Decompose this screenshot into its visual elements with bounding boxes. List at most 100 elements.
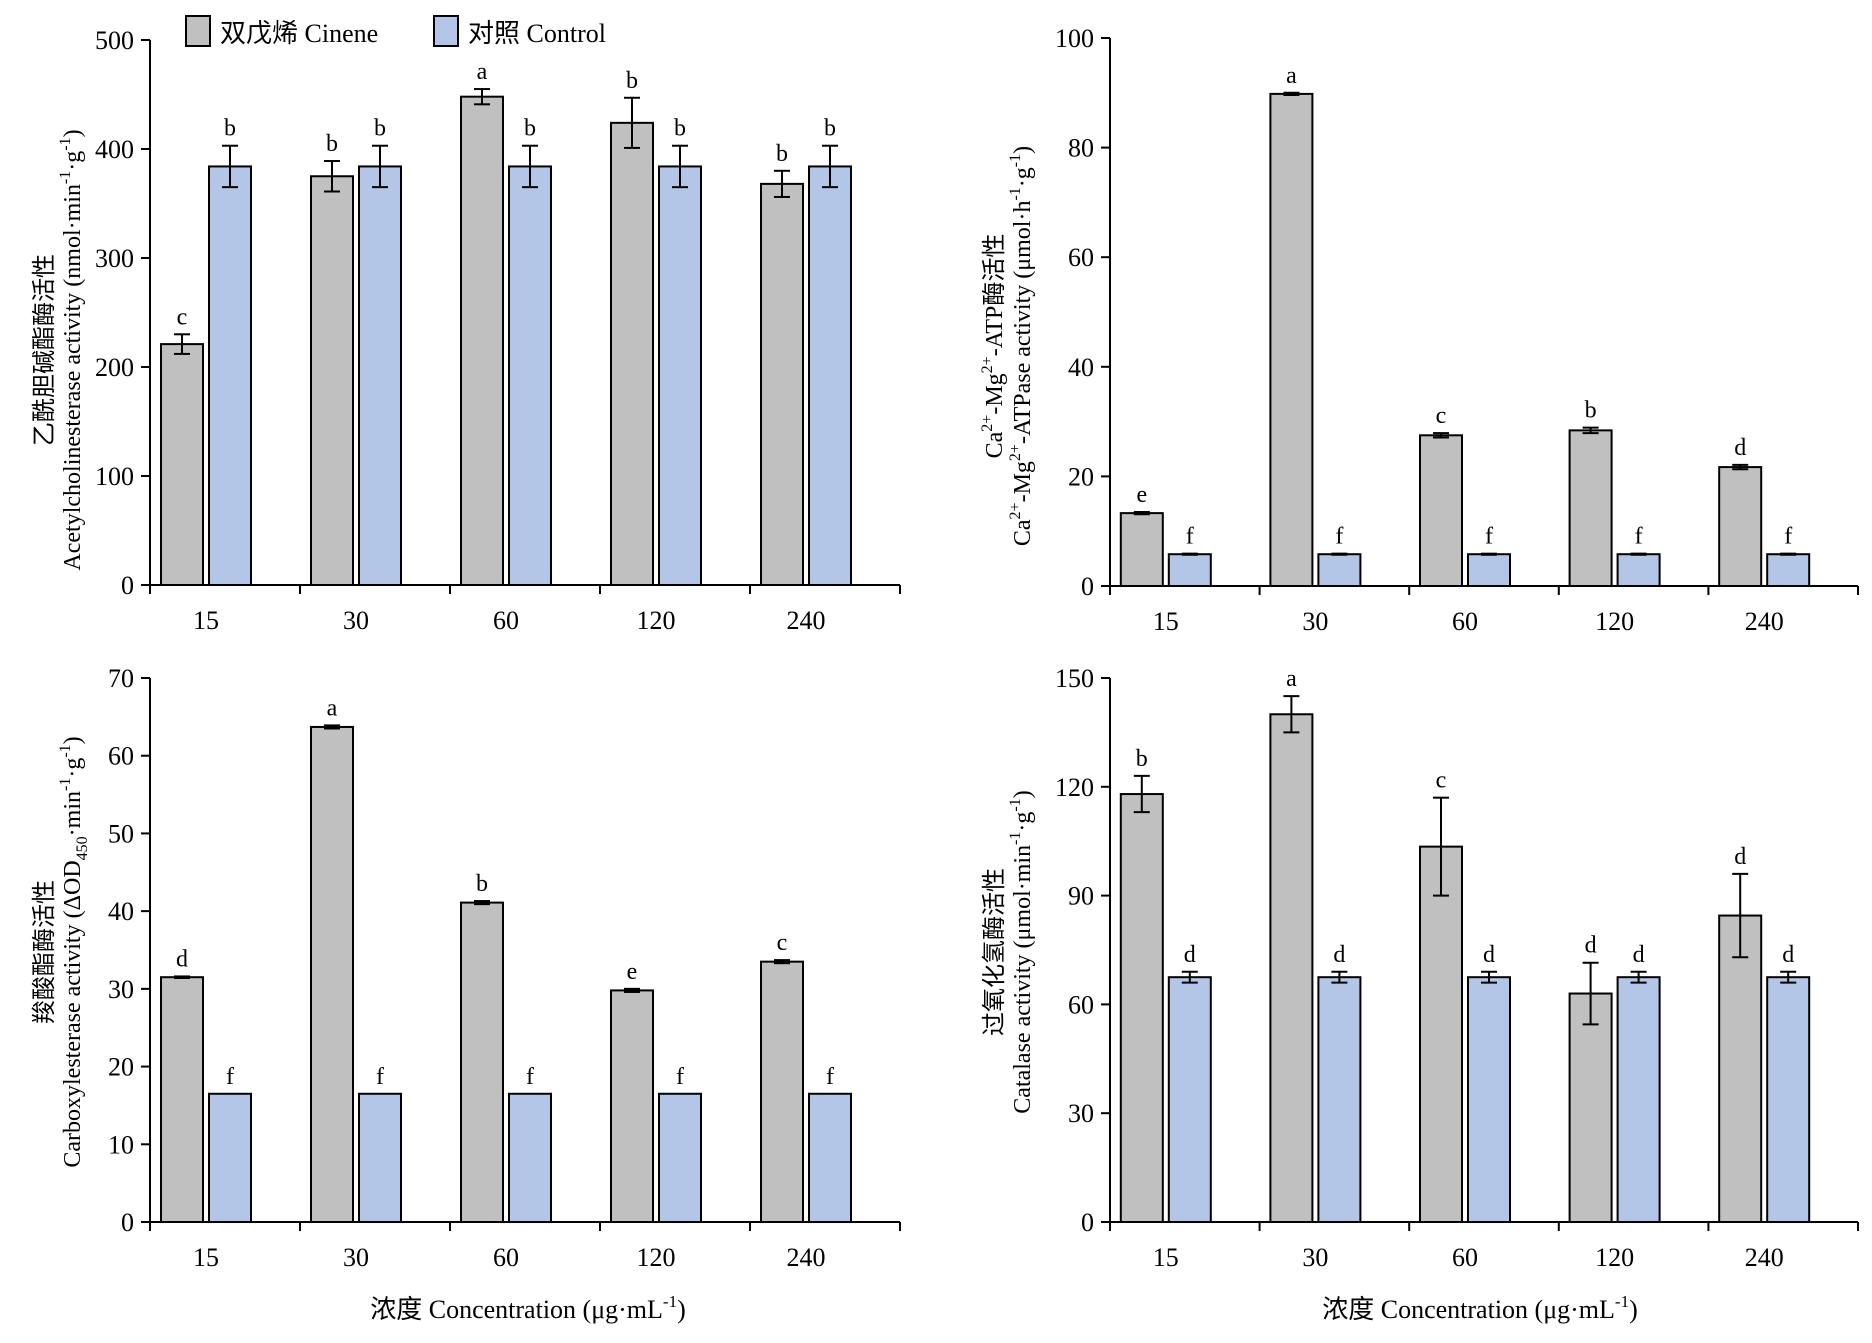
y-tick-label: 0	[1081, 572, 1094, 601]
x-tick-label: 120	[637, 1243, 676, 1272]
y-tick-label: 90	[1068, 882, 1094, 911]
significance-letter: d	[1333, 942, 1345, 968]
significance-letter: f	[376, 1064, 384, 1090]
ylabel-atpase-line2: Ca2+-Mg2+-ATPase activity (μmol·h-1·g-1)	[1007, 146, 1036, 546]
x-tick-label: 120	[1595, 1243, 1634, 1272]
x-tick-label: 30	[1302, 607, 1328, 636]
significance-letter: b	[524, 116, 536, 142]
y-tick-label: 0	[121, 571, 134, 600]
bar-cinene	[160, 343, 204, 586]
bar-control	[1467, 553, 1511, 588]
y-tick-label: 50	[108, 819, 134, 848]
significance-letter: c	[177, 304, 188, 330]
significance-letter: f	[526, 1064, 534, 1090]
significance-letter: a	[1286, 63, 1297, 89]
bar-control	[1317, 976, 1362, 1224]
ylabel-catalase: 过氧化氢酶活性 Catalase activity (μmol·min-1·g-…	[981, 790, 1036, 1113]
significance-letter: b	[326, 131, 338, 157]
bar-cinene	[1718, 466, 1763, 588]
bar-control	[658, 165, 702, 586]
bar-control	[808, 1092, 852, 1224]
y-tick-label: 80	[1068, 134, 1094, 163]
x-tick-label: 60	[1452, 1243, 1478, 1272]
bar-cinene	[160, 976, 204, 1224]
bar-cinene	[1269, 713, 1314, 1223]
y-tick-label: 500	[95, 26, 134, 55]
panel-catalase: 0 30 60 90 120 150 15 b d 30 a d 60 c d 120 d d 240 d d	[1055, 664, 1859, 1272]
bar-cinene	[310, 725, 354, 1224]
significance-letter: b	[776, 141, 788, 167]
bar-cinene	[460, 901, 504, 1223]
significance-letter: c	[1436, 403, 1447, 429]
ylabel-ache-en: Acetylcholinesterase activity (nmol·min-…	[57, 129, 86, 570]
bar-cinene	[460, 95, 504, 587]
x-tick-label: 240	[1745, 1243, 1784, 1272]
significance-letter: f	[676, 1064, 684, 1090]
significance-letter: b	[824, 116, 836, 142]
bar-cinene	[610, 989, 654, 1224]
bar-control	[1766, 976, 1811, 1224]
y-tick-label: 30	[1068, 1099, 1094, 1128]
y-tick-label: 150	[1055, 664, 1094, 693]
legend: 双戊烯 Cinene 对照 Control	[185, 15, 606, 48]
y-tick-label: 100	[95, 462, 134, 491]
significance-letter: b	[626, 68, 638, 94]
significance-letter: f	[1186, 524, 1194, 550]
ylabel-atpase: Ca2+-Mg2+-ATP酶活性 Ca2+-Mg2+-ATPase activi…	[979, 146, 1036, 546]
bar-control	[808, 165, 852, 586]
significance-letter: d	[1782, 942, 1794, 968]
bar-cinene	[760, 182, 804, 586]
significance-letter: f	[1635, 524, 1643, 550]
bar-control	[208, 1092, 252, 1224]
ylabel-acetylcholinesterase: 乙酰胆碱酯酶活性 Acetylcholinesterase activity (…	[31, 129, 86, 570]
ylabel-care-en: Carboxylesterase activity (ΔOD450·min-1·…	[57, 736, 91, 1167]
x-tick-label: 30	[343, 1243, 369, 1272]
significance-letter: f	[1485, 524, 1493, 550]
xlabel-left: 浓度 Concentration (μg·mL-1)	[370, 1292, 686, 1324]
y-tick-label: 40	[1068, 353, 1094, 382]
bar-control	[208, 165, 252, 586]
bar-cinene	[1419, 845, 1463, 1223]
y-tick-label: 100	[1055, 24, 1094, 53]
bar-control	[1616, 553, 1661, 588]
y-tick-label: 40	[108, 897, 134, 926]
x-tick-label: 240	[787, 606, 826, 635]
legend-label-cinene: 双戊烯 Cinene	[220, 19, 378, 48]
significance-letter: b	[1585, 398, 1597, 424]
significance-letter: d	[1184, 942, 1196, 968]
significance-letter: d	[1633, 942, 1645, 968]
y-tick-label: 120	[1055, 773, 1094, 802]
x-tick-label: 15	[193, 1243, 219, 1272]
significance-letter: f	[226, 1064, 234, 1090]
bar-cinene	[1269, 92, 1314, 588]
bar-cinene	[1568, 992, 1613, 1224]
significance-letter: e	[627, 959, 638, 985]
y-tick-label: 10	[108, 1130, 134, 1159]
y-tick-label: 60	[108, 742, 134, 771]
x-tick-label: 15	[193, 606, 219, 635]
y-tick-label: 0	[121, 1208, 134, 1237]
y-tick-label: 20	[1068, 462, 1094, 491]
xlabel-right: 浓度 Concentration (μg·mL-1)	[1322, 1292, 1638, 1324]
bar-cinene	[1419, 434, 1463, 587]
significance-letter: b	[224, 116, 236, 142]
x-tick-label: 60	[493, 1243, 519, 1272]
significance-letter: d	[1585, 933, 1597, 959]
y-tick-label: 20	[108, 1053, 134, 1082]
bar-control	[1167, 553, 1212, 588]
ylabel-ache-cn: 乙酰胆碱酯酶活性	[31, 254, 58, 446]
significance-letter: a	[1286, 666, 1297, 692]
x-tick-label: 30	[343, 606, 369, 635]
bar-control	[358, 1092, 402, 1224]
significance-letter: d	[1734, 435, 1746, 461]
y-tick-label: 30	[108, 975, 134, 1004]
bar-control	[508, 1092, 552, 1224]
x-tick-label: 30	[1302, 1243, 1328, 1272]
significance-letter: b	[476, 871, 488, 897]
significance-letter: d	[1483, 942, 1495, 968]
x-tick-label: 15	[1153, 1243, 1179, 1272]
y-tick-label: 300	[95, 244, 134, 273]
significance-letter: b	[374, 116, 386, 142]
ylabel-carboxylesterase: 羧酸酯酶活性 Carboxylesterase activity (ΔOD450…	[31, 736, 91, 1167]
